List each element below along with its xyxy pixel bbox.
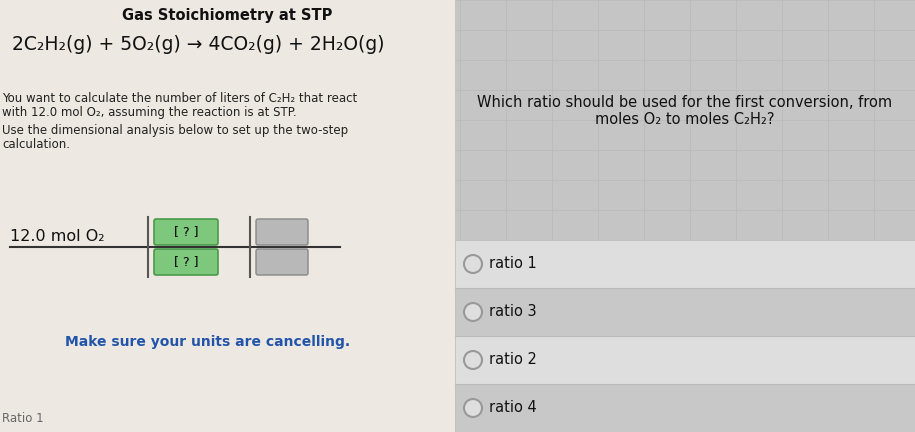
Text: ratio 1: ratio 1 [489,257,537,271]
Circle shape [464,255,482,273]
Circle shape [464,351,482,369]
Text: calculation.: calculation. [2,138,70,151]
FancyBboxPatch shape [455,0,915,240]
Text: Gas Stoichiometry at STP: Gas Stoichiometry at STP [123,8,333,23]
Text: You want to calculate the number of liters of C₂H₂ that react: You want to calculate the number of lite… [2,92,357,105]
FancyBboxPatch shape [455,288,915,336]
Text: ratio 3: ratio 3 [489,305,536,320]
Circle shape [464,303,482,321]
Text: Use the dimensional analysis below to set up the two-step: Use the dimensional analysis below to se… [2,124,348,137]
Text: ratio 4: ratio 4 [489,400,537,416]
FancyBboxPatch shape [455,240,915,432]
Text: Make sure your units are cancelling.: Make sure your units are cancelling. [65,335,350,349]
Text: [ ? ]: [ ? ] [174,226,199,238]
Text: 2C₂H₂(g) + 5O₂(g) → 4CO₂(g) + 2H₂O(g): 2C₂H₂(g) + 5O₂(g) → 4CO₂(g) + 2H₂O(g) [12,35,384,54]
FancyBboxPatch shape [455,240,915,288]
FancyBboxPatch shape [256,219,308,245]
FancyBboxPatch shape [154,249,218,275]
FancyBboxPatch shape [455,336,915,384]
FancyBboxPatch shape [154,219,218,245]
Text: [ ? ]: [ ? ] [174,255,199,269]
Text: ratio 2: ratio 2 [489,353,537,368]
Text: Ratio 1: Ratio 1 [2,412,44,425]
FancyBboxPatch shape [455,384,915,432]
Text: with 12.0 mol O₂, assuming the reaction is at STP.: with 12.0 mol O₂, assuming the reaction … [2,106,296,119]
Circle shape [464,399,482,417]
FancyBboxPatch shape [256,249,308,275]
Text: moles O₂ to moles C₂H₂?: moles O₂ to moles C₂H₂? [596,112,775,127]
FancyBboxPatch shape [0,0,455,432]
Text: Which ratio should be used for the first conversion, from: Which ratio should be used for the first… [478,95,892,110]
Text: 12.0 mol O₂: 12.0 mol O₂ [10,229,104,244]
